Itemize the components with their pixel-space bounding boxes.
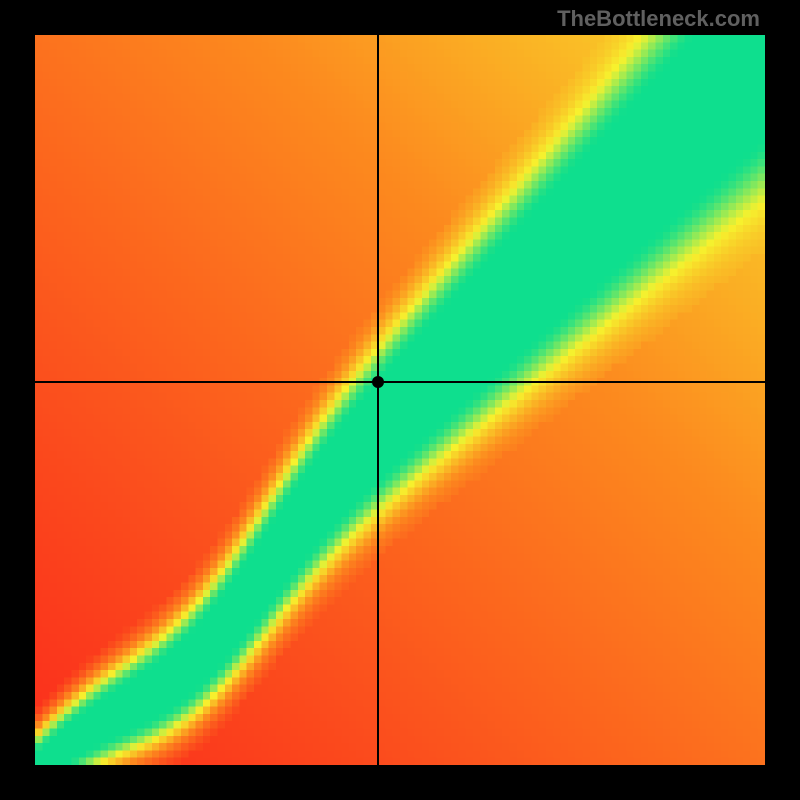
plot-area <box>35 35 765 765</box>
marker-dot <box>372 376 384 388</box>
watermark-text: TheBottleneck.com <box>557 6 760 32</box>
crosshair-vertical <box>377 35 379 765</box>
heatmap-canvas <box>35 35 765 765</box>
crosshair-horizontal <box>35 381 765 383</box>
